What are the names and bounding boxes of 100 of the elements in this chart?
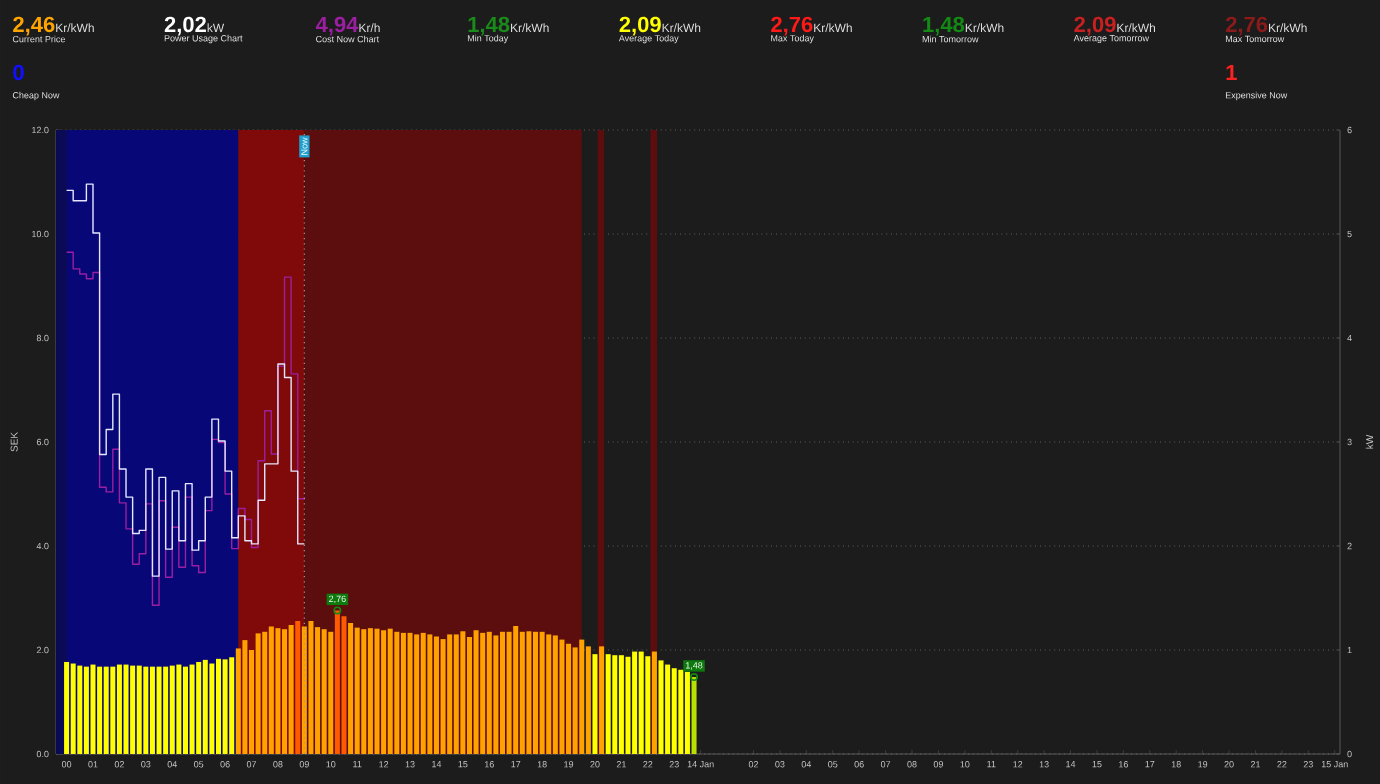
bar	[341, 616, 347, 754]
bar	[460, 631, 466, 754]
bar	[618, 655, 624, 754]
bar	[394, 631, 400, 754]
text: 2,46	[13, 16, 55, 36]
bar	[387, 628, 393, 754]
bar	[209, 663, 215, 754]
text: 1	[1226, 64, 1237, 80]
bar	[130, 665, 136, 754]
bar	[533, 631, 539, 754]
bar	[651, 651, 657, 754]
bar	[156, 666, 162, 754]
bar	[566, 643, 572, 754]
bar	[612, 655, 618, 754]
bar	[513, 626, 519, 754]
bar	[282, 629, 288, 754]
bar	[552, 635, 558, 754]
text: 0	[13, 64, 24, 81]
bar	[678, 669, 684, 754]
bar	[215, 658, 221, 754]
bar	[486, 631, 492, 754]
bar	[625, 656, 631, 754]
bar	[255, 633, 261, 754]
bar	[334, 610, 340, 754]
bar	[420, 632, 426, 754]
text: 1,48	[923, 16, 965, 36]
bar	[572, 647, 578, 754]
bar	[506, 631, 512, 754]
bar	[90, 664, 96, 754]
bar	[196, 661, 202, 754]
bar	[526, 631, 532, 754]
bar	[83, 666, 89, 754]
bar	[440, 639, 446, 754]
bar	[645, 656, 651, 754]
bar	[222, 659, 228, 754]
bar	[493, 635, 499, 754]
bar	[315, 627, 321, 754]
bar	[149, 666, 155, 754]
text: 1,48	[468, 16, 510, 36]
bar	[288, 625, 294, 754]
bar	[632, 651, 638, 754]
bar	[70, 663, 76, 754]
text: 2,76	[1225, 16, 1268, 36]
bar	[136, 665, 142, 754]
bar	[295, 620, 301, 754]
bar	[519, 631, 525, 754]
bar	[691, 677, 697, 754]
bar	[605, 654, 611, 754]
bar	[169, 665, 175, 754]
bar	[202, 659, 208, 754]
bar	[367, 628, 373, 754]
bar	[348, 622, 354, 754]
bar	[433, 636, 439, 754]
bar	[143, 666, 149, 754]
bar	[447, 634, 453, 754]
bar	[321, 629, 327, 754]
bar	[658, 660, 664, 754]
bar	[262, 631, 268, 754]
bar	[585, 646, 591, 754]
bar	[97, 666, 103, 754]
bar	[361, 629, 367, 754]
bar	[308, 620, 314, 754]
bar	[400, 632, 406, 754]
bar	[499, 631, 506, 754]
bar	[453, 634, 459, 754]
bar	[110, 666, 116, 754]
bar	[64, 661, 70, 754]
bar	[539, 631, 545, 754]
bar	[275, 628, 281, 754]
bar	[189, 664, 195, 754]
bar	[684, 671, 690, 754]
text: 2,09	[619, 16, 661, 36]
text: 2,09	[1074, 16, 1116, 36]
bar	[480, 632, 486, 754]
bar	[665, 664, 671, 754]
bar	[546, 634, 552, 754]
bar	[328, 631, 334, 754]
text: 2,76	[771, 16, 813, 36]
bar	[592, 654, 598, 754]
bar	[163, 666, 169, 754]
bar	[599, 646, 605, 754]
bar	[182, 666, 188, 754]
bar	[229, 657, 235, 754]
bar	[381, 630, 387, 754]
bar	[407, 632, 413, 754]
bar	[473, 630, 479, 754]
text: 4,94	[315, 16, 359, 36]
bar	[414, 634, 420, 754]
bar	[301, 626, 307, 754]
bar	[77, 665, 83, 754]
bar	[466, 637, 472, 754]
bar	[268, 626, 274, 754]
bar	[103, 666, 109, 754]
bar	[354, 627, 360, 754]
bar	[427, 634, 433, 754]
bar	[235, 648, 241, 754]
bar	[123, 664, 129, 754]
text: 2,02	[164, 16, 206, 36]
bar	[176, 664, 182, 754]
bar	[374, 628, 380, 754]
